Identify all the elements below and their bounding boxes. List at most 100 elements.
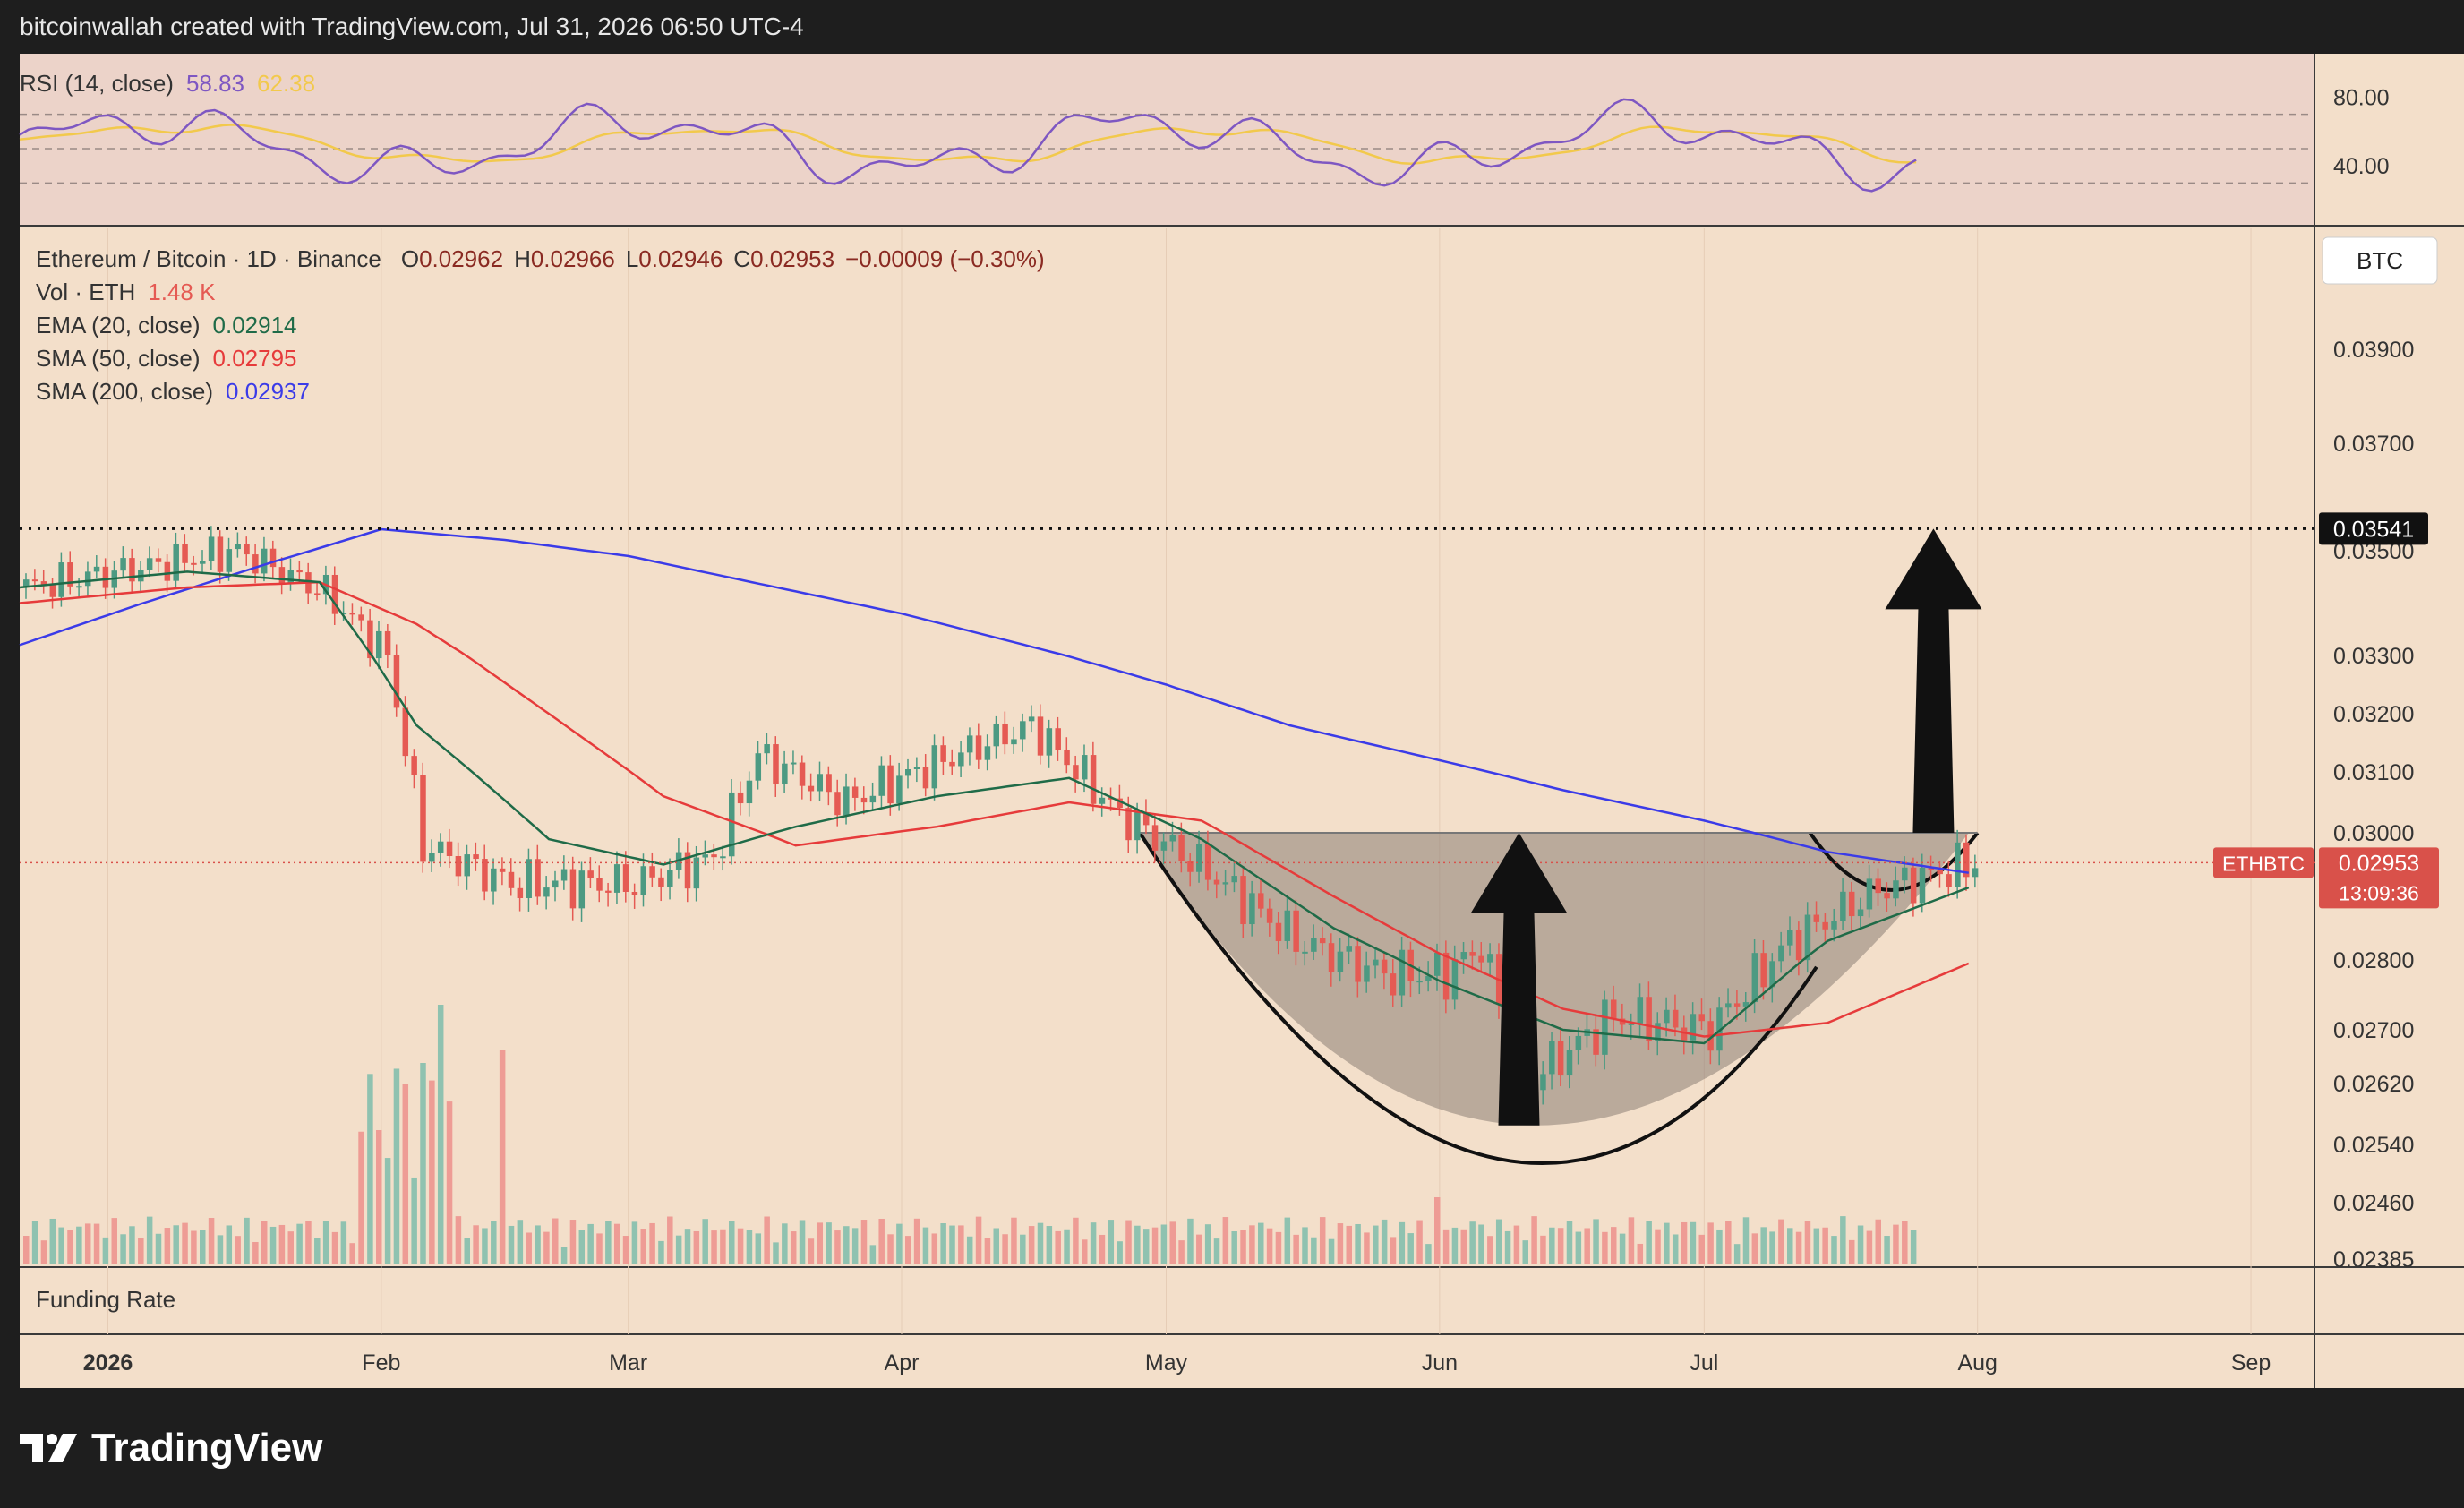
candle-body	[1831, 921, 1837, 930]
candle-body	[667, 870, 673, 887]
candle-body	[67, 562, 73, 587]
candle-body	[640, 866, 646, 895]
candle-body	[1046, 728, 1053, 756]
volume-bar	[808, 1238, 815, 1264]
candle-body	[905, 768, 911, 776]
ohlc-value: 0.02953	[750, 245, 834, 272]
candle-body	[1028, 716, 1035, 722]
volume-bar	[764, 1216, 770, 1264]
volume-bar	[613, 1223, 620, 1264]
candle-body	[851, 786, 859, 798]
ohlc-value: 0.02946	[638, 245, 723, 272]
volume-bar	[543, 1231, 550, 1264]
volume-bar	[1213, 1238, 1220, 1264]
candle-body	[913, 767, 920, 769]
volume-bar	[200, 1230, 206, 1264]
candle-body	[764, 744, 770, 754]
candle-body	[102, 566, 109, 588]
price-axis-tick: 0.03200	[2333, 702, 2414, 727]
symbol-legend: Ethereum / Bitcoin · 1D · Binance O0.0296…	[36, 245, 1045, 272]
volume-bar	[1399, 1221, 1406, 1264]
volume-bar	[1628, 1217, 1635, 1264]
candle-body	[631, 891, 638, 895]
candle-body	[860, 797, 868, 803]
candle-body	[560, 869, 568, 881]
volume-bar	[667, 1216, 673, 1264]
volume-bar	[931, 1233, 938, 1264]
volume-bar	[878, 1218, 885, 1264]
price-axis-tick: 0.02540	[2333, 1133, 2414, 1158]
candle-body	[526, 859, 532, 899]
candle-body	[773, 744, 779, 784]
volume-bar	[287, 1231, 294, 1264]
candle-body	[578, 870, 586, 909]
indicator-legend: Vol · ETH 1.48 K	[36, 278, 216, 305]
candle-body	[314, 593, 321, 595]
candle-body	[543, 887, 550, 897]
volume-bar	[58, 1227, 64, 1264]
volume-bar	[1557, 1228, 1564, 1264]
volume-bar	[482, 1228, 488, 1264]
chart-attribution: bitcoinwallah created with TradingView.c…	[20, 13, 804, 40]
volume-bar	[1540, 1235, 1546, 1264]
candle-body	[1751, 953, 1758, 1003]
volume-bar	[640, 1229, 646, 1264]
volume-bar	[1125, 1220, 1132, 1264]
volume-bar	[940, 1223, 946, 1264]
indicator-label: SMA (200, close)	[36, 378, 213, 405]
candle-body	[491, 868, 497, 892]
candle-body	[1593, 1029, 1599, 1055]
time-axis-label: Feb	[362, 1350, 400, 1375]
candle-body	[146, 558, 153, 570]
candle-body	[1249, 893, 1255, 925]
tradingview-brand[interactable]: TradingView	[20, 1426, 322, 1470]
volume-bar	[420, 1063, 426, 1264]
volume-bar	[817, 1222, 823, 1264]
candle-body	[1125, 808, 1132, 841]
indicator-value: 0.02937	[226, 378, 310, 405]
time-axis-label: Apr	[885, 1350, 920, 1375]
volume-bar	[729, 1221, 735, 1264]
candle-body	[1857, 909, 1864, 917]
volume-bar	[896, 1223, 903, 1264]
candle-body	[129, 558, 135, 582]
volume-bar	[1407, 1233, 1414, 1264]
volume-bar	[1337, 1223, 1344, 1264]
volume-bar	[1169, 1221, 1176, 1264]
volume-bar	[1619, 1233, 1626, 1264]
currency-button	[2322, 236, 2438, 285]
indicator-label: EMA (20, close)	[36, 312, 201, 338]
candle-body	[1196, 844, 1202, 872]
candle-body	[1364, 965, 1370, 982]
candle-body	[464, 854, 470, 877]
candle-body	[200, 561, 206, 564]
volume-bar	[1258, 1222, 1264, 1264]
candle-body	[217, 536, 224, 572]
symbol-tag	[2213, 847, 2314, 878]
time-axis-label: May	[1145, 1350, 1188, 1375]
volume-bar	[1028, 1226, 1035, 1264]
volume-bar	[526, 1232, 532, 1264]
volume-bar	[429, 1080, 435, 1264]
volume-bar	[782, 1223, 788, 1264]
volume-bar	[1381, 1219, 1388, 1264]
volume-bar	[1893, 1224, 1899, 1264]
volume-bar	[1064, 1229, 1070, 1264]
volume-bar	[966, 1236, 973, 1264]
volume-bar	[102, 1237, 109, 1264]
candle-body	[226, 549, 233, 572]
candle-body	[1266, 908, 1273, 923]
candle-body	[252, 554, 259, 574]
volume-bar	[851, 1228, 859, 1264]
candle-body	[331, 574, 338, 614]
candle-body	[1258, 893, 1264, 909]
volume-bar	[1142, 1229, 1150, 1264]
volume-bar	[120, 1234, 126, 1264]
candle-body	[1698, 1014, 1705, 1022]
volume-bar	[226, 1225, 233, 1264]
volume-bar	[1046, 1226, 1053, 1264]
volume-bar	[1275, 1231, 1282, 1264]
volume-bar	[129, 1226, 135, 1264]
candle-body	[1460, 952, 1467, 960]
